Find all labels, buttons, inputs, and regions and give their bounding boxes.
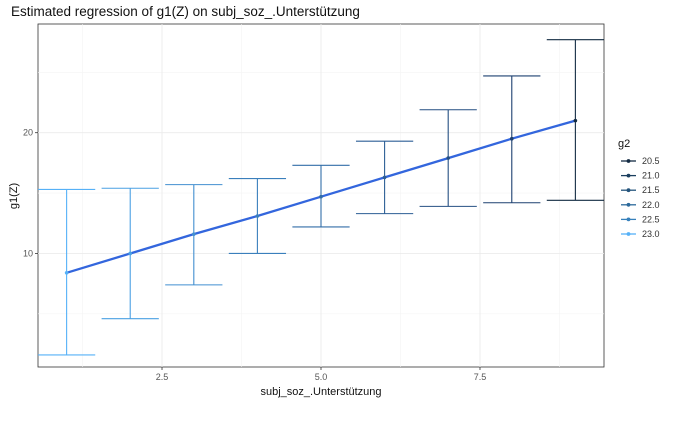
point-estimate	[573, 118, 578, 123]
legend-item: 20.5	[621, 156, 660, 166]
chart-title: Estimated regression of g1(Z) on subj_so…	[11, 4, 360, 19]
x-axis-ticks: 2.5 5.0 7.5	[156, 367, 486, 382]
y-axis-title: g1(Z)	[8, 183, 20, 209]
point-estimate	[128, 251, 133, 256]
legend-label: 21.5	[642, 185, 660, 195]
legend-item: 22.5	[621, 214, 660, 224]
legend-key-point	[626, 202, 631, 207]
point-estimate	[446, 156, 450, 160]
legend-item: 23.0	[621, 229, 660, 239]
legend-title: g2	[618, 138, 630, 150]
legend-key-point	[626, 188, 631, 193]
legend-label: 23.0	[642, 229, 660, 239]
legend-item: 22.0	[621, 200, 660, 210]
x-tick-label: 7.5	[474, 372, 487, 382]
point-estimate	[255, 214, 260, 218]
point-estimate	[509, 136, 514, 141]
legend: g2 20.5 21.0 21.5 22.0 22.5 23.0	[618, 138, 660, 239]
legend-label: 20.5	[642, 156, 660, 166]
legend-key-point	[626, 159, 631, 163]
point-estimate	[382, 175, 387, 180]
x-tick-label: 5.0	[315, 372, 328, 382]
legend-label: 22.0	[642, 200, 660, 210]
point-estimate	[64, 270, 69, 275]
y-axis-ticks: 10 20	[23, 128, 38, 258]
x-axis-title: subj_soz_.Unterstützung	[260, 386, 381, 398]
legend-key-point	[626, 173, 631, 178]
legend-label: 21.0	[642, 171, 660, 181]
x-tick-label: 2.5	[156, 372, 169, 382]
legend-item: 21.0	[621, 171, 660, 181]
y-tick-label: 20	[23, 128, 33, 138]
y-tick-label: 10	[23, 248, 33, 258]
legend-label: 22.5	[642, 214, 660, 224]
point-estimates	[64, 118, 578, 275]
legend-key-point	[626, 232, 631, 236]
legend-key-point	[626, 217, 631, 222]
legend-item: 21.5	[621, 185, 660, 195]
point-estimate	[192, 232, 196, 236]
point-estimate	[319, 194, 323, 199]
